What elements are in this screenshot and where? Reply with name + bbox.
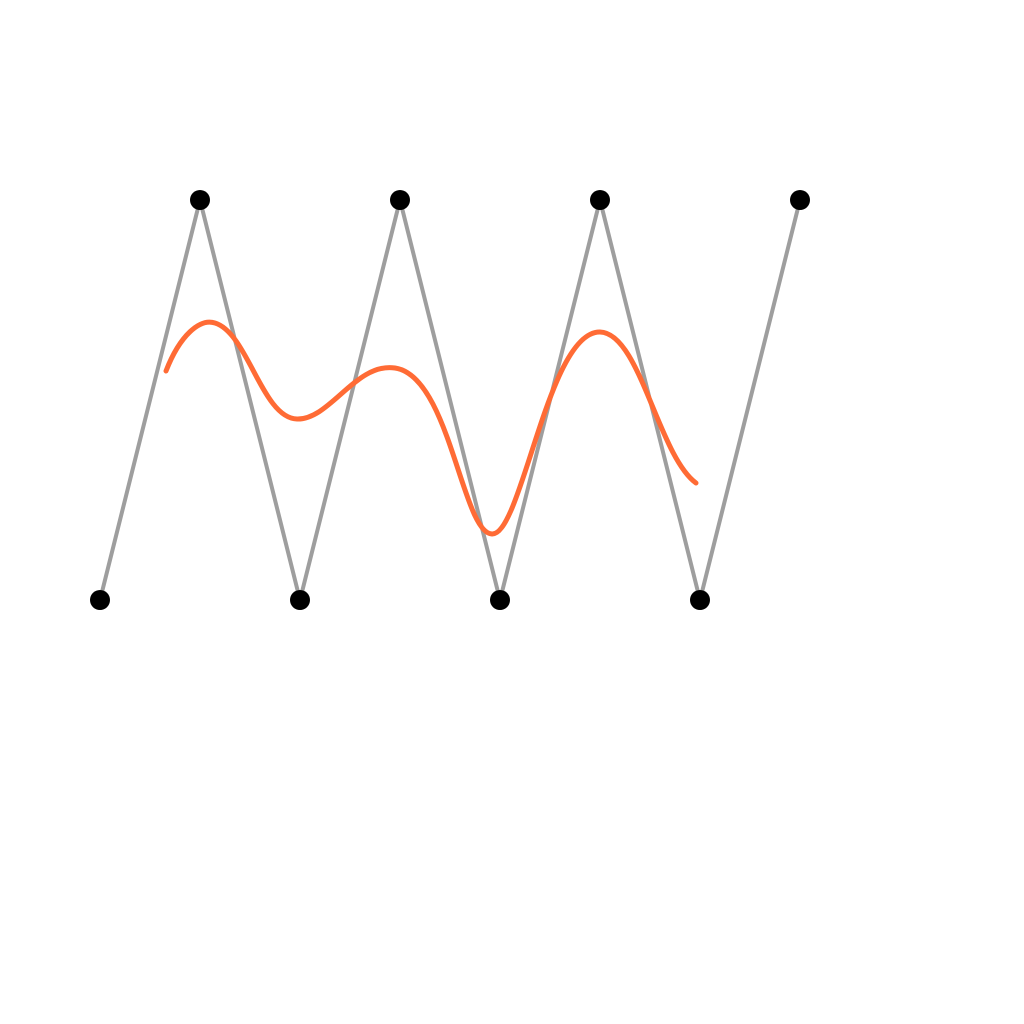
control-point-6[interactable]: [690, 590, 710, 610]
control-point-5[interactable]: [590, 190, 610, 210]
polygon-segment: [398, 198, 502, 602]
polygon-segment: [698, 198, 802, 602]
polygon-segment: [98, 198, 202, 602]
polygon-segment: [198, 198, 302, 602]
control-points: [90, 190, 810, 610]
control-point-4[interactable]: [490, 590, 510, 610]
control-point-2[interactable]: [290, 590, 310, 610]
control-point-3[interactable]: [390, 190, 410, 210]
control-point-0[interactable]: [90, 590, 110, 610]
control-point-7[interactable]: [790, 190, 810, 210]
spline-curve: [163, 319, 699, 537]
spline-curve-group: [163, 319, 699, 537]
control-point-1[interactable]: [190, 190, 210, 210]
polygon-segment: [298, 198, 402, 602]
